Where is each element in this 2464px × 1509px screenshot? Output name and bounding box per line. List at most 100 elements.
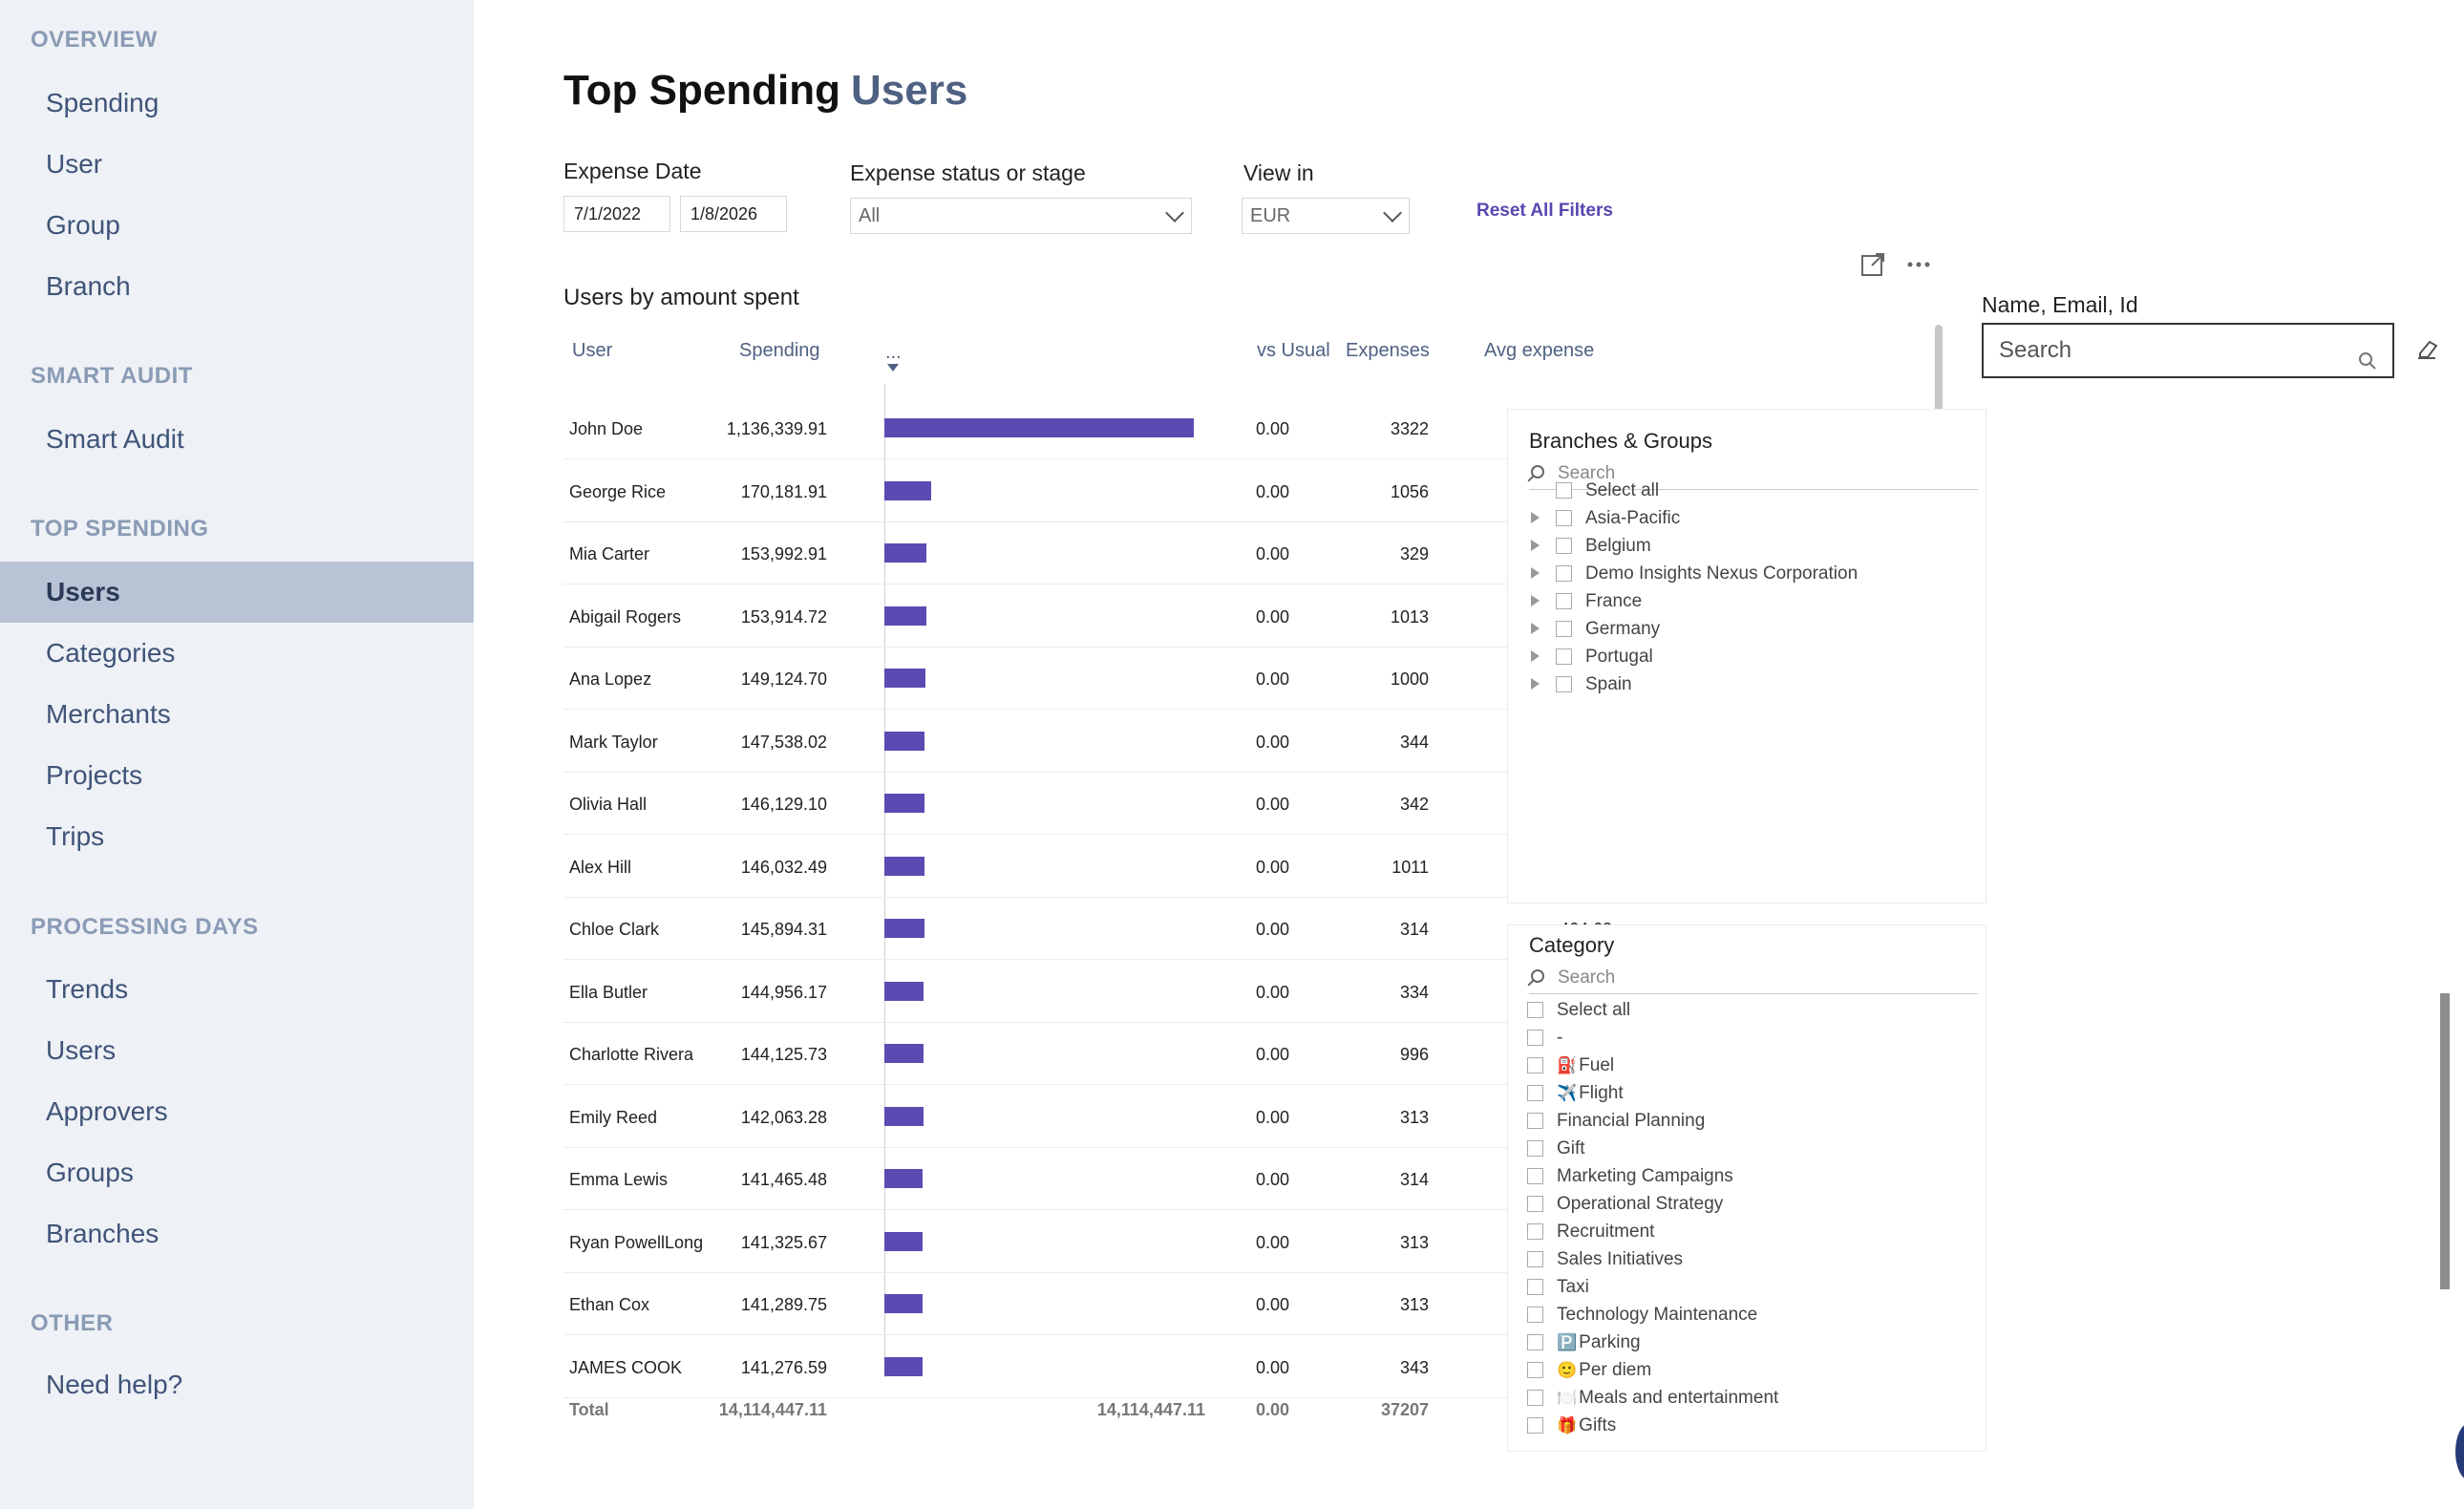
sort-descending-icon[interactable] [885,361,901,378]
checkbox[interactable] [1556,676,1572,692]
checkbox[interactable] [1527,1307,1543,1323]
spending-bar[interactable] [884,794,924,813]
checkbox[interactable] [1527,1030,1543,1046]
date-to-input[interactable]: 1/8/2026 [680,196,787,232]
column-header-spending[interactable]: Spending [739,340,820,361]
status-select[interactable]: All [850,198,1192,234]
branches-search-input[interactable]: Search [1529,459,1978,490]
spending-bar[interactable] [884,919,924,938]
chat-widget-button[interactable] [2455,1423,2464,1480]
spending-bar[interactable] [884,1231,924,1251]
spending-bar[interactable] [884,480,931,500]
category-option[interactable]: 🎁 Gifts [1527,1412,1616,1439]
checkbox[interactable] [1527,1334,1543,1350]
branch-option[interactable]: Belgium [1531,532,1651,560]
column-header-avg-expense[interactable]: Avg expense [1484,340,1595,361]
category-option[interactable]: Financial Planning [1527,1107,1705,1135]
checkbox[interactable] [1527,1140,1543,1157]
checkbox[interactable] [1527,1002,1543,1018]
checkbox[interactable] [1527,1057,1543,1073]
checkbox[interactable] [1527,1390,1543,1406]
category-option[interactable]: Sales Initiatives [1527,1245,1683,1273]
checkbox[interactable] [1556,482,1572,499]
branch-option[interactable]: Germany [1531,615,1660,643]
column-header-vs-usual[interactable]: vs Usual [1257,340,1330,361]
checkbox[interactable] [1527,1168,1543,1184]
date-from-input[interactable]: 7/1/2022 [563,196,670,232]
category-search-input[interactable]: Search [1529,964,1978,994]
category-option[interactable]: 🙂 Per diem [1527,1356,1651,1384]
eraser-icon[interactable] [2414,336,2439,366]
sidebar-item-trips[interactable]: Trips [46,821,105,851]
sidebar-item-groups[interactable]: Groups [46,1158,134,1187]
branches-select-all[interactable]: Select all [1556,477,1659,504]
checkbox[interactable] [1527,1085,1543,1101]
sidebar-item-group[interactable]: Group [46,210,120,240]
category-option[interactable]: ⛽ Fuel [1527,1052,1614,1079]
branch-option[interactable]: Demo Insights Nexus Corporation [1531,560,1858,587]
checkbox[interactable] [1527,1362,1543,1378]
sidebar-item-branch[interactable]: Branch [46,271,131,301]
spending-bar[interactable] [884,669,925,688]
checkbox[interactable] [1527,1223,1543,1240]
sidebar-item-approvers[interactable]: Approvers [46,1096,168,1126]
column-header-bar[interactable]: ... [885,342,902,363]
spending-bar[interactable] [884,1106,924,1126]
expand-caret-icon[interactable] [1531,540,1540,551]
category-option[interactable]: - [1527,1024,1562,1052]
sidebar-item-spending[interactable]: Spending [46,88,159,117]
spending-bar[interactable] [884,543,926,563]
checkbox[interactable] [1527,1279,1543,1295]
column-header-expenses[interactable]: Expenses [1346,340,1430,361]
category-option[interactable]: Technology Maintenance [1527,1301,1757,1328]
category-option[interactable]: 🅿️ Parking [1527,1328,1641,1356]
checkbox[interactable] [1556,621,1572,637]
spending-bar[interactable] [884,606,926,626]
sidebar-item-smart-audit[interactable]: Smart Audit [46,424,184,454]
category-option[interactable]: Gift [1527,1135,1585,1162]
spending-bar[interactable] [884,731,925,751]
reset-filters-button[interactable]: Reset All Filters [1476,201,1613,221]
expand-caret-icon[interactable] [1531,512,1540,523]
category-option[interactable]: Taxi [1527,1273,1589,1301]
branch-option[interactable]: Portugal [1531,643,1653,670]
sidebar-item-users[interactable]: Users [0,562,474,623]
category-select-all[interactable]: Select all [1527,996,1630,1024]
spending-bar[interactable] [884,1356,924,1376]
checkbox[interactable] [1556,510,1572,526]
expand-caret-icon[interactable] [1531,623,1540,634]
expand-caret-icon[interactable] [1531,678,1540,690]
sidebar-item-user[interactable]: User [46,149,103,179]
expand-caret-icon[interactable] [1531,650,1540,662]
checkbox[interactable] [1527,1251,1543,1267]
more-options-icon[interactable] [1906,252,1931,282]
branch-option[interactable]: France [1531,587,1642,615]
checkbox[interactable] [1556,565,1572,582]
checkbox[interactable] [1556,538,1572,554]
checkbox[interactable] [1527,1196,1543,1212]
sidebar-item-projects[interactable]: Projects [46,760,143,790]
sidebar-item-trends[interactable]: Trends [46,974,129,1004]
checkbox[interactable] [1556,593,1572,609]
category-option[interactable]: Operational Strategy [1527,1190,1723,1218]
sidebar-item-branches[interactable]: Branches [46,1219,159,1248]
spending-bar[interactable] [884,856,924,876]
spending-bar[interactable] [884,981,924,1001]
column-header-user[interactable]: User [572,340,613,361]
category-option[interactable]: ✈️ Flight [1527,1079,1624,1107]
checkbox[interactable] [1527,1417,1543,1434]
sidebar-item-categories[interactable]: Categories [46,638,176,668]
checkbox[interactable] [1556,648,1572,665]
